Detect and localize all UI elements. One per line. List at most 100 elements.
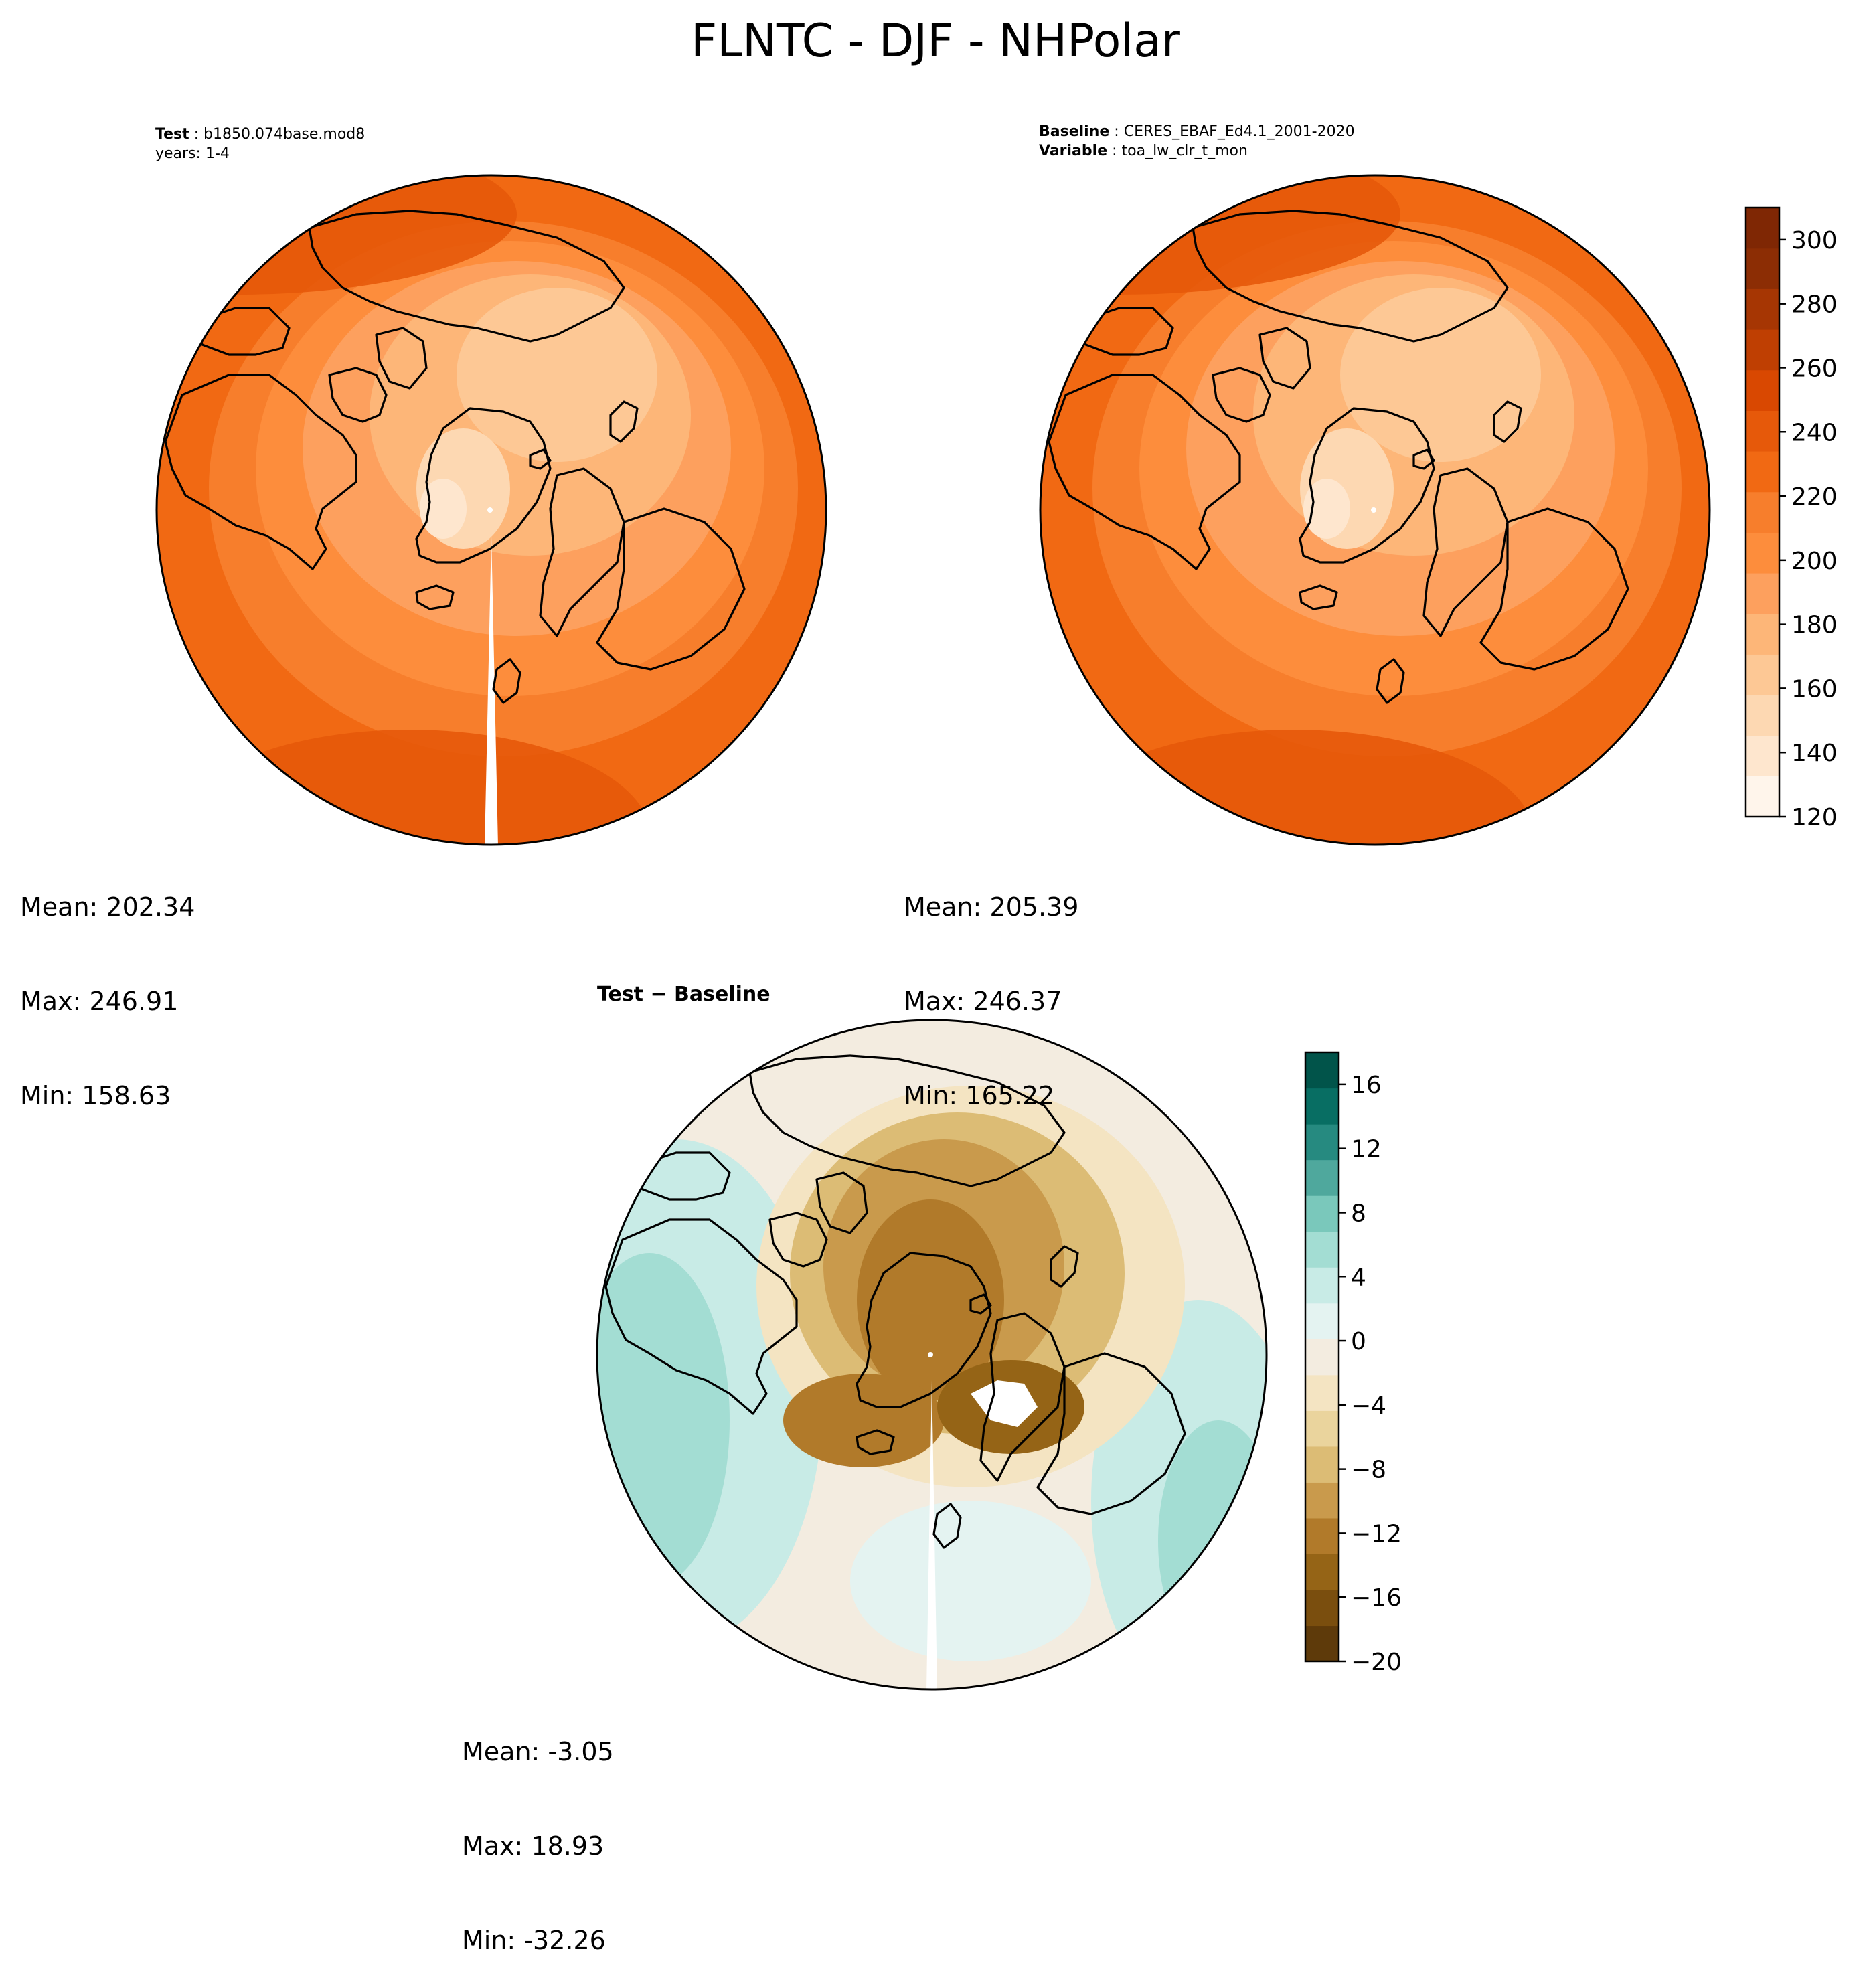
cbar-abs-swatch-2: [1746, 695, 1779, 736]
cbar-abs-swatch-5: [1746, 573, 1779, 614]
coastline-ellesmere: [1258, 327, 1311, 390]
coastline-greenland: [856, 1252, 992, 1408]
coastline-alaska: [194, 307, 291, 356]
test-field-atlantic: [169, 730, 651, 845]
cbar-diff-tick-label-6: 4: [1351, 1264, 1366, 1291]
coastline-archipelago: [768, 1212, 828, 1268]
cbar-diff-swatch-3: [1305, 1517, 1339, 1555]
cbar-abs-swatch-7: [1746, 491, 1779, 533]
cbar-diff-tick-label-0: −20: [1351, 1649, 1402, 1676]
diff-max: Max: 18.93: [462, 1831, 604, 1861]
coastline-ellesmere: [815, 1171, 868, 1234]
coastline-greenland: [1299, 407, 1435, 564]
coastline-canada: [604, 1218, 798, 1415]
cbar-abs-swatch-9: [1746, 410, 1779, 452]
diff-map: [596, 1019, 1268, 1691]
cbar-abs-tick-label-4: 200: [1791, 548, 1838, 575]
coastline-iceland: [1299, 584, 1338, 610]
coastline-ellesmere: [375, 327, 428, 390]
cbar-diff-swatch-9: [1305, 1303, 1339, 1339]
cbar-abs-swatch-12: [1746, 288, 1779, 330]
test-key: Test: [155, 126, 189, 143]
colorbar-abs: 120 140 160 180 200 220 240 260 280 300: [1744, 206, 1838, 831]
cbar-diff-tick-label-4: −4: [1351, 1392, 1386, 1420]
test-field-band-4: [457, 288, 657, 462]
coastline-scandinavia: [1422, 467, 1509, 637]
cbar-diff-tick-label-1: −16: [1351, 1584, 1402, 1612]
cbar-abs-swatch-11: [1746, 329, 1779, 371]
coastline-siberia: [1192, 210, 1509, 343]
figure-title: FLNTC - DJF - NHPolar: [691, 15, 1180, 68]
coastline-europe: [1479, 507, 1629, 671]
cbar-abs-tick-label-7: 260: [1791, 355, 1838, 382]
diff-field-pos-south: [850, 1501, 1091, 1661]
cbar-abs-tick-label-3: 180: [1791, 612, 1838, 639]
base-pole-marker: [1371, 507, 1376, 513]
cbar-abs-swatch-13: [1746, 248, 1779, 289]
coastline-archipelago: [328, 367, 388, 423]
coastline-canada: [1048, 374, 1241, 570]
baseline-min: Min: 165.22: [904, 1081, 1055, 1110]
cbar-diff-tick-label-9: 16: [1351, 1072, 1382, 1099]
cbar-diff-swatch-6: [1305, 1410, 1339, 1447]
coastline-archipelago: [1212, 367, 1271, 423]
test-map: [155, 174, 827, 846]
cbar-diff-swatch-5: [1305, 1446, 1339, 1483]
cbar-abs-swatch-0: [1746, 776, 1779, 817]
cbar-diff-swatch-2: [1305, 1554, 1339, 1590]
cbar-diff-swatch-14: [1305, 1124, 1339, 1161]
cbar-diff-swatch-16: [1305, 1052, 1339, 1089]
diff-min: Min: -32.26: [462, 1926, 606, 1955]
cbar-diff-tick-label-5: 0: [1351, 1328, 1366, 1355]
coastline-novaya: [1493, 400, 1522, 443]
cbar-diff-tick-label-8: 12: [1351, 1136, 1382, 1163]
cbar-abs-swatch-10: [1746, 369, 1779, 411]
variable-name: toa_lw_clr_t_mon: [1121, 143, 1248, 159]
cbar-abs-swatch-8: [1746, 451, 1779, 493]
cbar-diff-tick-label-3: −8: [1351, 1457, 1386, 1484]
diff-field-neg-greenland: [783, 1374, 944, 1467]
cbar-abs-tick-label-8: 280: [1791, 291, 1838, 319]
test-stats: Mean: 202.34 Max: 246.91 Min: 158.63: [20, 829, 195, 1143]
baseline-max: Max: 246.37: [904, 987, 1062, 1016]
cbar-diff-swatch-8: [1305, 1339, 1339, 1376]
base-field-band-4: [1340, 288, 1541, 462]
coastline-canada: [164, 374, 357, 570]
base-field-atlantic: [1052, 730, 1534, 845]
coastline-alaska: [635, 1151, 731, 1201]
coastline-alaska: [1078, 307, 1174, 356]
diff-title: Test − Baseline: [597, 983, 770, 1006]
diff-mean: Mean: -3.05: [462, 1737, 614, 1766]
cbar-abs-tick-label-2: 160: [1791, 675, 1838, 703]
test-map-border: [155, 174, 827, 846]
test-min: Min: 158.63: [20, 1081, 171, 1110]
diff-field-neg-4: [857, 1199, 1004, 1400]
cbar-diff-swatch-1: [1305, 1589, 1339, 1627]
test-header: Test : b1850.074base.mod8 years: 1-4: [155, 126, 365, 162]
baseline-map: [1039, 174, 1711, 846]
cbar-abs-tick-label-1: 140: [1791, 740, 1838, 767]
test-field-greenland-core: [420, 479, 467, 539]
cbar-diff-swatch-12: [1305, 1195, 1339, 1232]
base-map-border: [1039, 174, 1711, 846]
coastline-novaya: [1050, 1245, 1079, 1288]
coastline-europe: [1036, 1352, 1186, 1515]
cbar-abs-swatch-1: [1746, 735, 1779, 776]
coastline-greenland: [415, 407, 552, 564]
coastline-novaya: [609, 400, 639, 443]
diff-field-pos-west-core: [597, 1253, 730, 1588]
cbar-diff-frame: [1304, 1051, 1340, 1663]
coastline-uk: [932, 1503, 962, 1549]
cbar-diff-swatch-7: [1305, 1374, 1339, 1411]
cbar-diff-swatch-4: [1305, 1482, 1339, 1519]
diff-map-border: [596, 1019, 1268, 1691]
cbar-abs-swatch-14: [1746, 208, 1779, 249]
coastline-uk: [1376, 658, 1405, 704]
baseline-stats: Mean: 205.39 Max: 246.37 Min: 165.22: [904, 829, 1078, 1143]
coastline-iceland: [856, 1429, 895, 1455]
cbar-diff-tick-label-7: 8: [1351, 1199, 1366, 1227]
coastline-svalbard: [529, 448, 552, 470]
cbar-abs-frame: [1744, 206, 1781, 818]
cbar-diff-swatch-0: [1305, 1625, 1339, 1662]
coastline-svalbard: [1412, 448, 1435, 470]
